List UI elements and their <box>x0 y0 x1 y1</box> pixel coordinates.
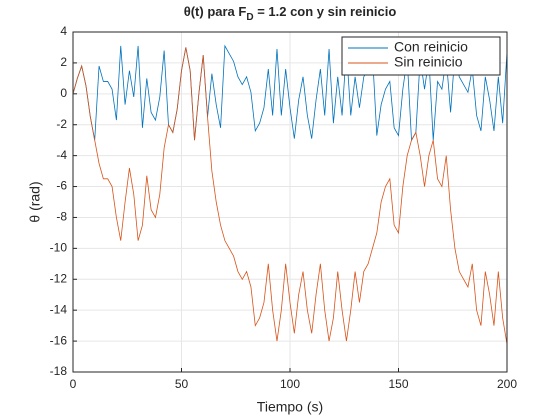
title-subscript: D <box>246 12 253 23</box>
series-line <box>72 47 508 345</box>
x-tick-label: 0 <box>70 377 77 391</box>
title-part: = 1.2 con y sin reinicio <box>254 4 397 19</box>
y-tick-label: -8 <box>56 210 67 224</box>
y-tick-label: 0 <box>60 86 67 100</box>
y-tick-label: -18 <box>50 364 68 378</box>
y-tick-label: -4 <box>56 148 67 162</box>
y-tick-label: -10 <box>50 241 68 255</box>
x-tick-label: 200 <box>497 377 517 391</box>
legend-label: Con reinicio <box>394 39 468 55</box>
y-axis-label: θ (rad) <box>27 181 43 222</box>
series-line <box>72 44 508 142</box>
chart-title: θ(t) para FD = 1.2 con y sin reinicio <box>184 4 397 22</box>
y-tick-label: -12 <box>50 271 68 285</box>
y-tick-label: -2 <box>56 117 67 131</box>
y-tick-label: 2 <box>60 55 67 69</box>
legend-label: Sin reinicio <box>394 54 463 70</box>
x-tick-label: 150 <box>388 377 408 391</box>
x-tick-label: 100 <box>280 377 300 391</box>
y-tick-label: -6 <box>56 179 67 193</box>
x-axis-label: Tiempo (s) <box>257 399 323 415</box>
x-tick-label: 50 <box>175 377 189 391</box>
legend-box <box>341 36 501 76</box>
y-tick-label: -14 <box>50 302 68 316</box>
y-tick-label: 4 <box>60 24 67 38</box>
title-part: θ(t) para F <box>184 4 247 19</box>
y-tick-label: -16 <box>50 333 68 347</box>
axes-box <box>72 31 508 373</box>
